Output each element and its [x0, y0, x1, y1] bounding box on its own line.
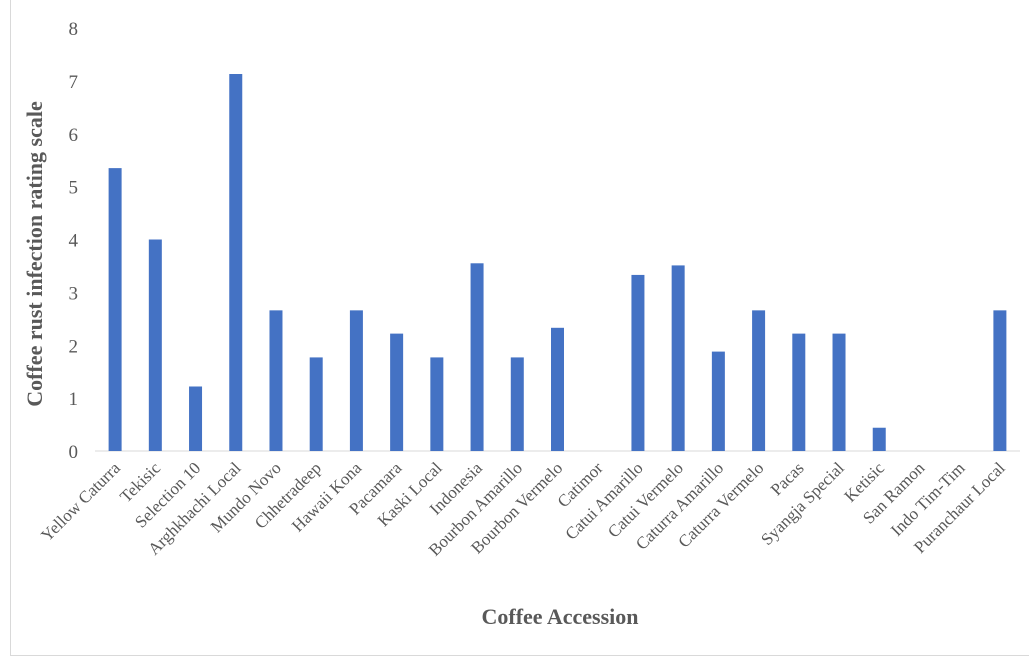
bar	[390, 333, 404, 451]
y-tick-label: 8	[69, 19, 79, 40]
y-tick-label: 3	[69, 283, 79, 304]
bar	[631, 274, 645, 451]
y-tick-label: 4	[69, 231, 79, 252]
bar	[993, 310, 1007, 451]
y-tick-label: 2	[69, 336, 79, 357]
bar	[872, 427, 886, 451]
bar	[108, 168, 122, 451]
chart-frame	[10, 0, 1029, 656]
bars	[108, 74, 1007, 451]
y-tick-label: 1	[69, 389, 79, 410]
bar	[832, 333, 846, 451]
x-axis-title: Coffee Accession	[481, 604, 638, 629]
bar	[269, 310, 283, 451]
x-category-label: Yellow Caturra	[37, 458, 124, 545]
bar	[430, 357, 444, 451]
y-tick-label: 6	[69, 125, 79, 146]
y-tick-label: 7	[69, 72, 79, 93]
bar	[711, 351, 725, 451]
y-axis-ticks: 0 1 2 3 4 5 6 7 8	[69, 19, 79, 463]
y-tick-label: 5	[69, 178, 79, 199]
bar	[189, 386, 203, 451]
y-axis-title: Coffee rust infection rating scale	[22, 101, 47, 407]
bar	[229, 74, 243, 451]
bar	[349, 310, 363, 451]
y-tick-label: 0	[69, 442, 79, 463]
bar	[309, 357, 323, 451]
bar	[752, 310, 766, 451]
bar	[671, 265, 685, 451]
bar	[792, 333, 806, 451]
bar	[510, 357, 524, 451]
bar	[470, 263, 484, 451]
bar	[551, 327, 564, 451]
bar	[148, 239, 162, 451]
